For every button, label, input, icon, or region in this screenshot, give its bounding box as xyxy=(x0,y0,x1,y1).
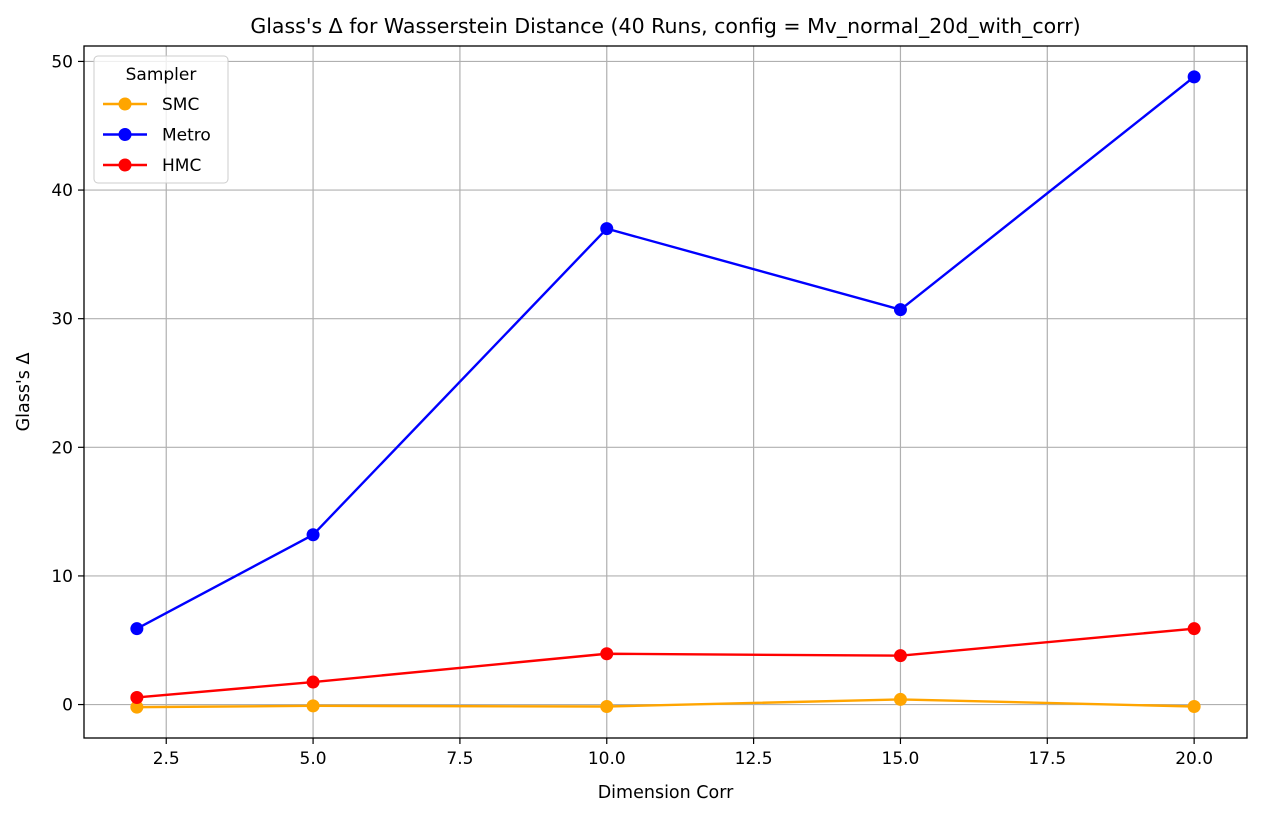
y-tick-label: 20 xyxy=(51,438,73,458)
data-point-hmc xyxy=(893,649,907,663)
series-layer xyxy=(130,70,1201,714)
y-tick-label: 10 xyxy=(51,567,73,587)
data-point-metro xyxy=(1187,70,1201,84)
data-point-smc xyxy=(893,692,907,706)
data-point-hmc xyxy=(306,675,320,689)
x-tick-label: 7.5 xyxy=(446,749,473,769)
data-point-smc xyxy=(600,699,614,713)
data-point-metro xyxy=(130,622,144,636)
data-point-smc xyxy=(306,699,320,713)
y-tick-label: 0 xyxy=(62,696,73,716)
data-point-metro xyxy=(600,222,614,236)
x-tick-label: 2.5 xyxy=(153,749,180,769)
legend-label-metro: Metro xyxy=(162,126,211,146)
legend-label-smc: SMC xyxy=(162,95,199,115)
data-point-hmc xyxy=(1187,622,1201,636)
grid xyxy=(84,46,1247,738)
data-point-smc xyxy=(130,700,144,714)
y-tick-label: 40 xyxy=(51,181,73,201)
x-tick-label: 10.0 xyxy=(588,749,626,769)
legend-marker-metro xyxy=(118,128,132,141)
x-tick-label: 12.5 xyxy=(735,749,773,769)
data-point-smc xyxy=(1187,699,1201,713)
legend: Sampler SMC Metro HMC xyxy=(93,55,229,184)
legend-label-hmc: HMC xyxy=(162,156,201,176)
y-axis-label: Glass's Δ xyxy=(14,353,34,432)
y-tick-label: 30 xyxy=(51,310,73,330)
x-tick-label: 20.0 xyxy=(1175,749,1213,769)
data-point-hmc xyxy=(130,690,144,704)
data-point-hmc xyxy=(600,647,614,661)
y-tick-label: 50 xyxy=(51,52,73,72)
plot-frame xyxy=(83,45,1248,739)
x-tick-label: 15.0 xyxy=(882,749,920,769)
x-axis-label: Dimension Corr xyxy=(598,783,734,803)
legend-marker-smc xyxy=(118,97,132,111)
x-tick-label: 17.5 xyxy=(1028,749,1066,769)
data-point-metro xyxy=(306,528,320,542)
legend-marker-hmc xyxy=(118,158,132,172)
axis-ticks: 2.5 5.0 7.5 10.0 12.5 15.0 17.5 20.0 0 10 20 30 40 50 xyxy=(51,52,1213,769)
legend-box xyxy=(93,55,229,184)
data-point-metro xyxy=(893,303,907,317)
x-tick-label: 5.0 xyxy=(300,749,327,769)
chart-title: Glass's Δ for Wasserstein Distance (40 R… xyxy=(250,14,1080,39)
legend-title: Sampler xyxy=(126,65,197,85)
